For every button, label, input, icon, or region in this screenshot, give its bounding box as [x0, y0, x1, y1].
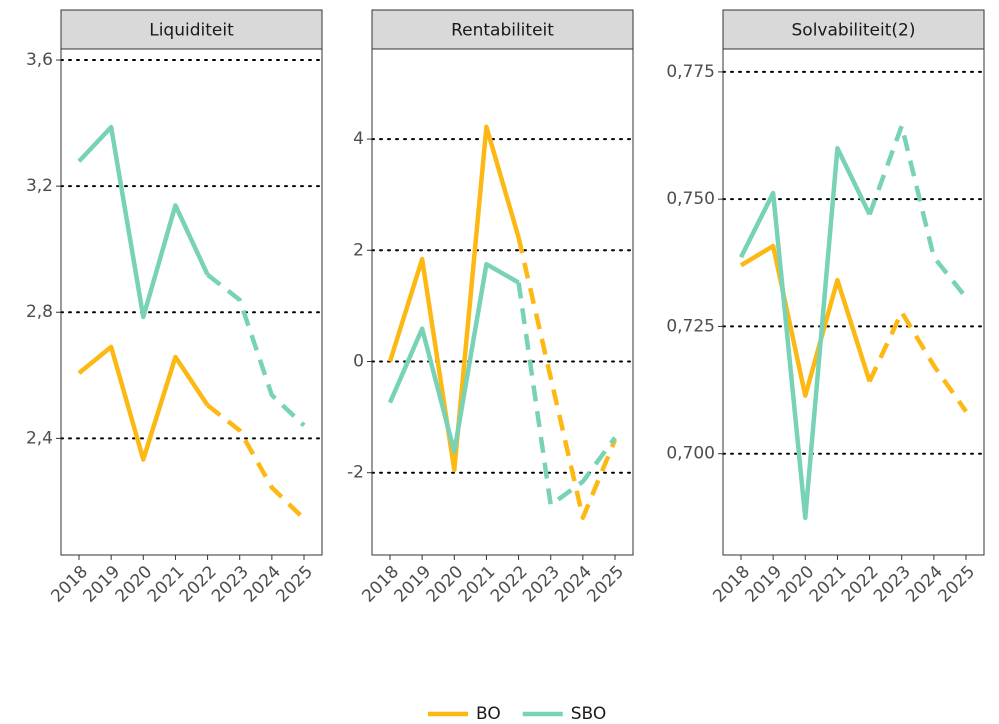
strip-background	[371, 9, 634, 50]
x-tick-label: 2025	[272, 562, 317, 607]
forecast-line	[516, 236, 618, 520]
y-tick-label: 4	[353, 129, 364, 149]
y-tick-label: -2	[347, 463, 364, 483]
x-tick-label: 2025	[583, 562, 628, 607]
forecast-line	[867, 123, 968, 299]
y-tick-label: 2,4	[26, 428, 53, 448]
x-tick-label: 2020	[423, 562, 468, 607]
x-tick-label: 2023	[519, 562, 564, 607]
x-tick-label: 2019	[79, 562, 124, 607]
y-tick-label: 2,8	[26, 302, 53, 322]
x-tick-label: 2019	[390, 562, 435, 607]
x-tick-label: 2019	[741, 562, 786, 607]
y-tick-label: 0,750	[666, 189, 715, 209]
y-tick-label: 3,2	[26, 176, 53, 196]
panel-border	[371, 48, 634, 556]
series-line	[738, 146, 872, 521]
y-tick-label: 2	[353, 240, 364, 260]
series-line	[387, 261, 520, 454]
forecast-line	[516, 282, 617, 508]
x-tick-label: 2018	[47, 562, 92, 607]
forecast-line	[206, 403, 306, 521]
series-line	[387, 124, 521, 473]
x-tick-label: 2020	[774, 562, 819, 607]
x-tick-label: 2022	[838, 562, 883, 607]
x-tick-label: 2021	[455, 562, 500, 607]
panel-border	[60, 48, 323, 556]
x-tick-label: 2024	[902, 562, 947, 607]
x-tick-label: 2024	[240, 562, 285, 607]
x-tick-label: 2021	[144, 562, 189, 607]
legend-label: SBO	[571, 704, 607, 724]
series-line	[77, 344, 210, 462]
panel-border	[722, 48, 985, 556]
y-tick-label: 0,700	[666, 444, 715, 464]
x-tick-label: 2022	[176, 562, 221, 607]
series-line	[77, 124, 210, 320]
y-tick-label: 3,6	[26, 50, 53, 70]
strip-background	[60, 9, 323, 50]
x-tick-label: 2020	[112, 562, 157, 607]
x-tick-label: 2021	[806, 562, 851, 607]
x-tick-label: 2023	[870, 562, 915, 607]
x-tick-label: 2025	[934, 562, 979, 607]
strip-background	[722, 9, 985, 50]
x-tick-label: 2018	[358, 562, 403, 607]
forecast-line	[206, 272, 306, 428]
y-tick-label: 0	[353, 351, 364, 371]
x-tick-label: 2022	[487, 562, 532, 607]
x-tick-label: 2023	[208, 562, 253, 607]
x-tick-label: 2018	[709, 562, 754, 607]
panel-title: Liquiditeit	[149, 21, 234, 41]
series-line	[739, 243, 872, 398]
y-tick-label: 0,725	[666, 316, 715, 336]
panel-title: Rentabiliteit	[451, 21, 554, 41]
y-tick-label: 0,775	[666, 62, 715, 82]
forecast-line	[867, 309, 968, 413]
x-tick-label: 2024	[551, 562, 596, 607]
legend-label: BO	[476, 704, 501, 724]
panel-title: Solvabiliteit(2)	[792, 21, 916, 41]
